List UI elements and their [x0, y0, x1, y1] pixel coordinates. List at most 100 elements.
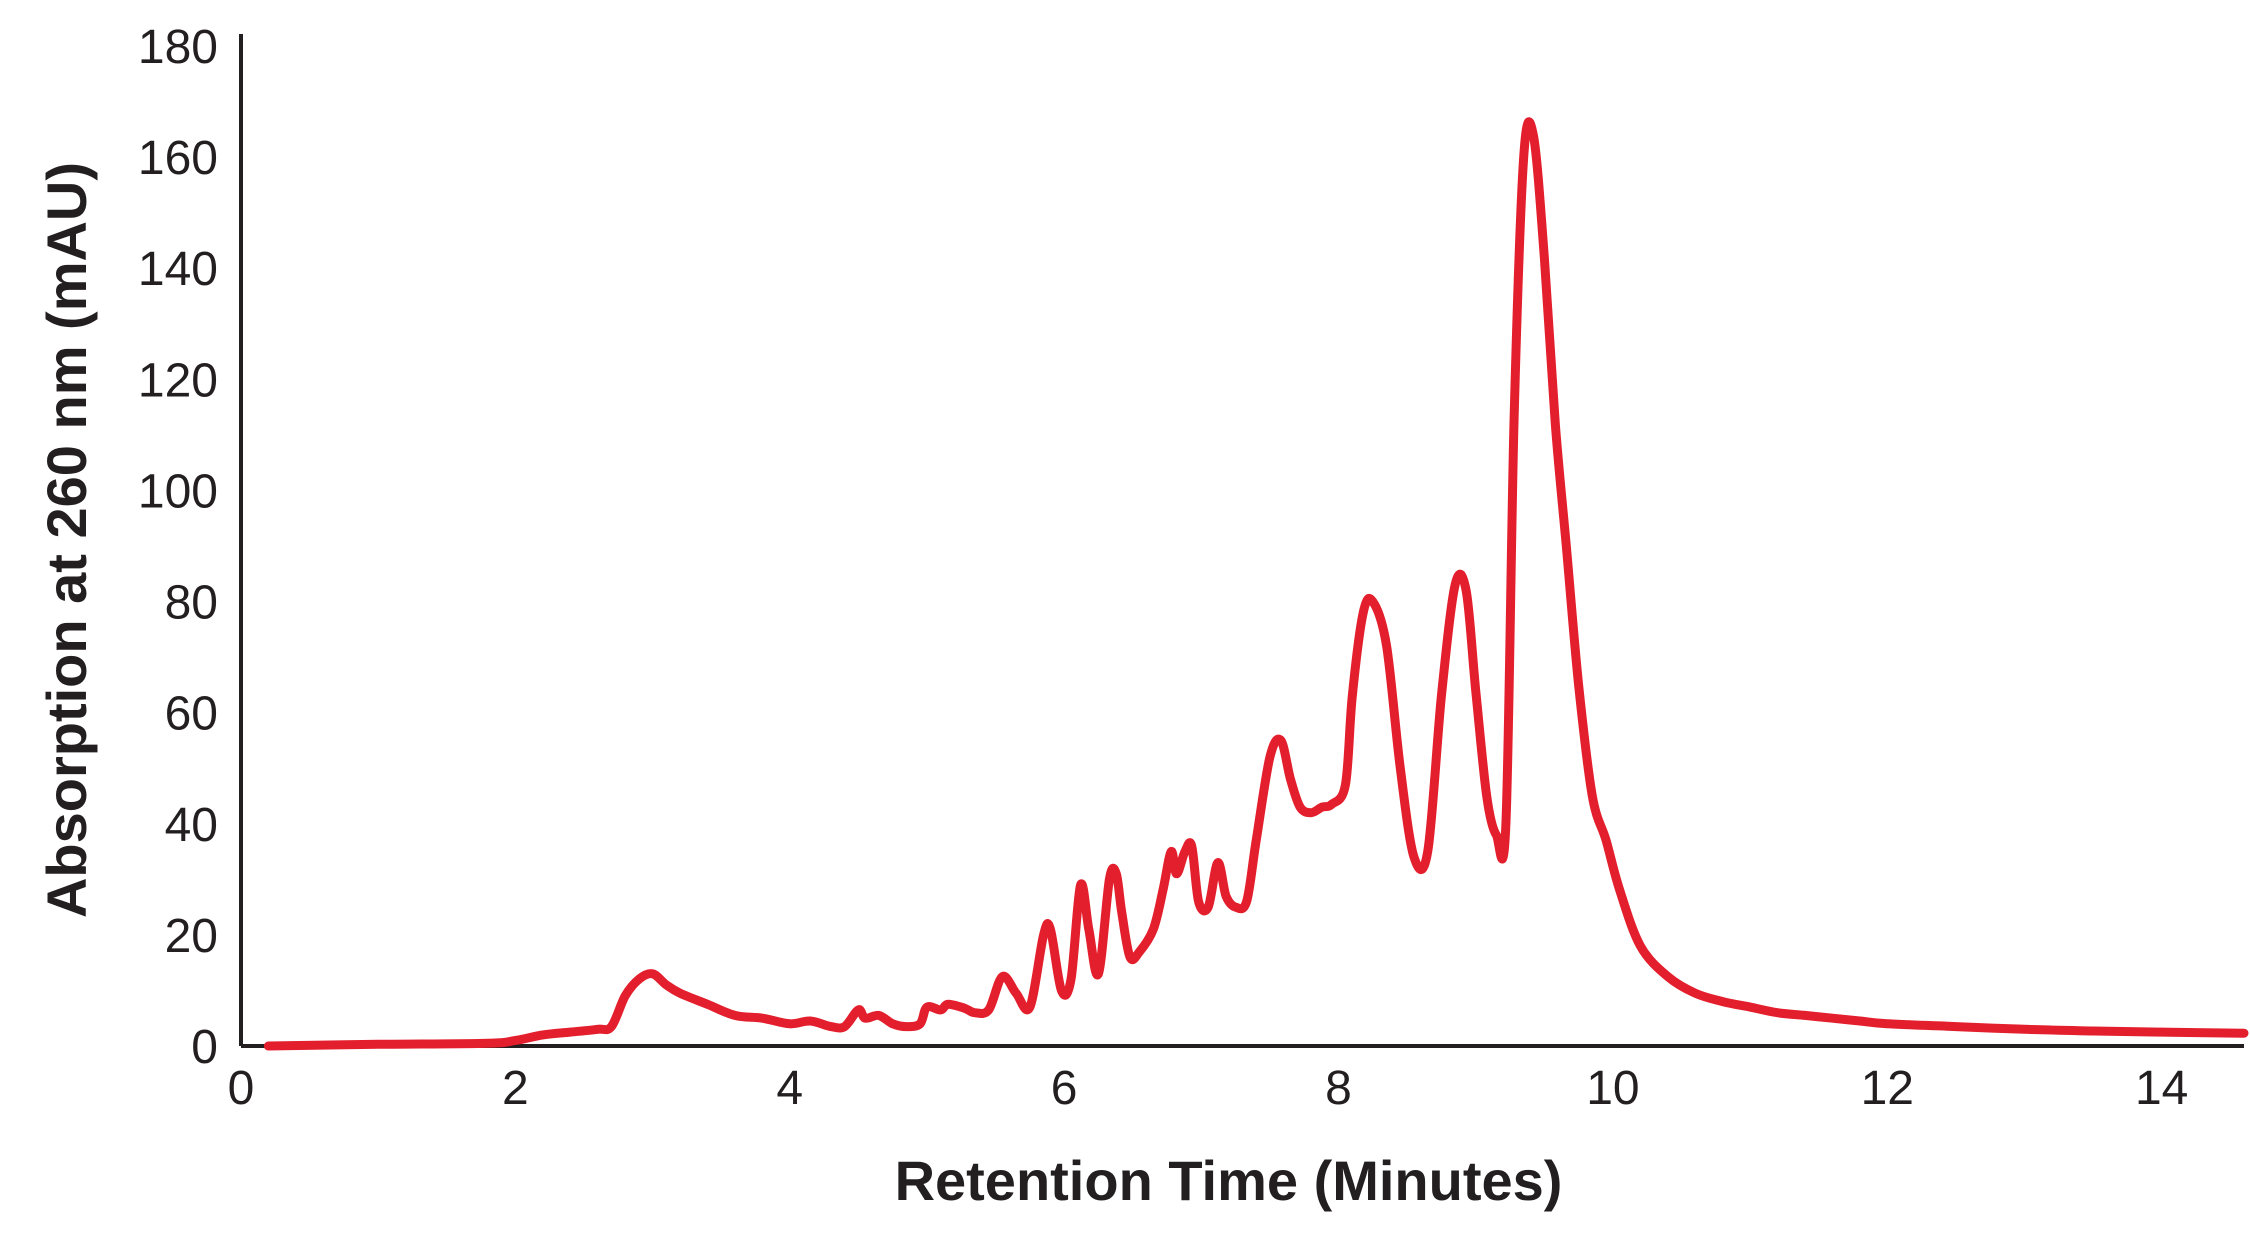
- data-point: [1531, 133, 1535, 137]
- data-point: [1197, 900, 1201, 904]
- data-point: [1069, 977, 1073, 981]
- data-point: [843, 1025, 847, 1029]
- y-tick-label: 180: [138, 21, 218, 74]
- data-point: [1183, 850, 1187, 854]
- data-point: [513, 1038, 517, 1042]
- data-point: [1542, 255, 1546, 259]
- data-point: [1042, 933, 1046, 937]
- data-point: [1279, 738, 1283, 742]
- data-points: [266, 133, 2246, 1048]
- data-point: [2242, 1031, 2246, 1035]
- data-point: [1216, 861, 1220, 865]
- data-point: [1748, 1005, 1752, 1009]
- data-point: [1398, 766, 1402, 770]
- data-point: [1028, 1005, 1032, 1009]
- y-tick-label: 100: [138, 465, 218, 518]
- data-point: [1289, 777, 1292, 781]
- data-point: [266, 1044, 270, 1048]
- data-point: [939, 1008, 943, 1012]
- data-point: [904, 1025, 908, 1029]
- data-point: [1494, 833, 1498, 837]
- data-point: [1138, 950, 1142, 954]
- data-point: [808, 1019, 812, 1023]
- data-point: [1564, 544, 1568, 548]
- data-point: [1361, 611, 1365, 615]
- data-point: [1426, 850, 1430, 854]
- data-point: [1059, 988, 1063, 992]
- y-axis-ticks: 0 20 40 60 80 100 120 140 160 180: [138, 21, 218, 1074]
- x-axis-ticks: 0 2 4 6 8 10 12 14: [228, 1062, 2189, 1115]
- data-point: [376, 1042, 380, 1046]
- data-point: [2091, 1029, 2095, 1033]
- data-point: [1206, 905, 1210, 909]
- data-point: [1087, 927, 1091, 931]
- data-point: [1885, 1022, 1889, 1026]
- x-tick-label: 6: [1051, 1062, 1078, 1115]
- x-tick-label: 8: [1325, 1062, 1352, 1115]
- y-tick-label: 140: [138, 243, 218, 296]
- data-point: [637, 977, 641, 981]
- data-point: [1343, 783, 1347, 787]
- data-point: [596, 1027, 600, 1031]
- data-point: [1014, 991, 1018, 995]
- data-point: [1553, 422, 1557, 426]
- x-tick-label: 0: [228, 1062, 255, 1115]
- data-point: [1439, 694, 1443, 698]
- data-point: [1666, 975, 1670, 979]
- y-tick-label: 20: [165, 910, 218, 963]
- data-point: [541, 1033, 545, 1037]
- y-tick-label: 80: [165, 577, 218, 630]
- data-point: [1350, 694, 1354, 698]
- data-point: [733, 1013, 737, 1017]
- data-point: [1830, 1016, 1834, 1020]
- data-point: [1268, 755, 1272, 759]
- x-tick-label: 14: [2135, 1062, 2188, 1115]
- data-point: [1776, 1011, 1779, 1015]
- data-point: [1721, 1000, 1725, 1004]
- data-point: [1474, 688, 1478, 692]
- x-tick-label: 10: [1586, 1062, 1639, 1115]
- data-point: [1504, 822, 1508, 826]
- data-point: [678, 991, 682, 995]
- data-point: [1320, 805, 1324, 809]
- data-point: [486, 1041, 490, 1045]
- y-tick-label: 0: [191, 1021, 218, 1074]
- x-axis-title: Retention Time (Minutes): [895, 1149, 1563, 1212]
- data-point: [925, 1005, 929, 1009]
- data-point: [1954, 1025, 1958, 1029]
- data-point: [2160, 1030, 2164, 1034]
- data-point: [1512, 416, 1516, 420]
- data-point: [1858, 1019, 1862, 1023]
- data-point: [1128, 955, 1132, 959]
- data-point: [1224, 894, 1228, 898]
- data-point: [918, 1022, 922, 1026]
- data-point: [1175, 872, 1179, 876]
- data-point: [1803, 1013, 1807, 1017]
- data-point: [2023, 1027, 2026, 1031]
- data-point: [1604, 838, 1608, 842]
- data-point: [1190, 844, 1194, 848]
- data-point: [1120, 911, 1124, 915]
- data-point: [966, 1008, 970, 1012]
- data-point: [1254, 838, 1258, 842]
- data-point: [1522, 155, 1526, 159]
- data-point: [706, 1002, 709, 1006]
- data-point: [1048, 927, 1052, 931]
- data-point: [1638, 944, 1642, 948]
- data-point: [1298, 805, 1302, 809]
- data-point: [856, 1008, 860, 1012]
- data-point: [1245, 900, 1249, 904]
- data-point: [609, 1025, 613, 1029]
- data-point: [1464, 588, 1468, 592]
- data-point: [877, 1013, 881, 1017]
- data-point: [891, 1022, 895, 1026]
- data-point: [1107, 877, 1111, 881]
- data-point: [959, 1005, 963, 1009]
- data-point: [1618, 888, 1622, 892]
- y-tick-label: 160: [138, 132, 218, 185]
- y-tick-label: 40: [165, 799, 218, 852]
- data-point: [973, 1011, 977, 1015]
- data-point: [788, 1022, 792, 1026]
- data-point: [1590, 794, 1594, 798]
- data-point: [946, 1002, 949, 1006]
